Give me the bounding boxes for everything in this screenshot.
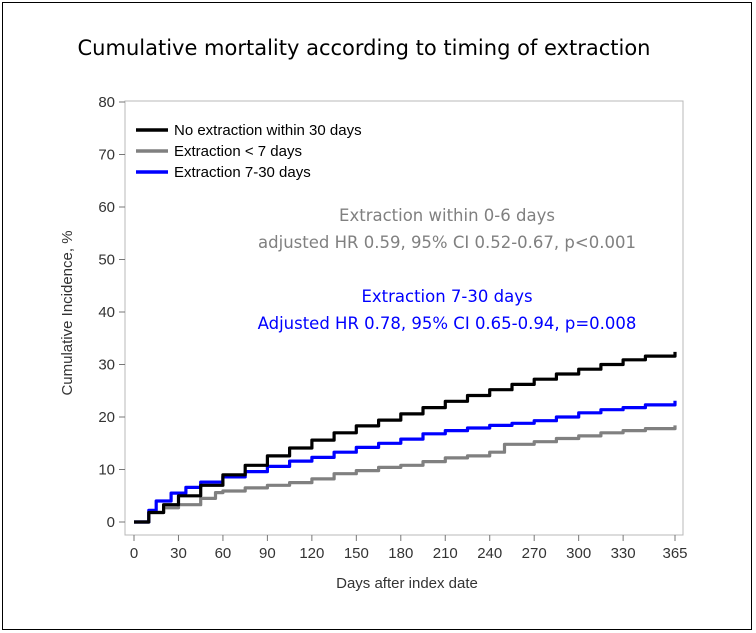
x-tick-label: 30 [170,545,187,562]
series-layer [134,351,677,524]
series-line-1 [134,425,677,524]
x-tick-label: 210 [433,545,458,562]
x-tick-label: 0 [130,545,138,562]
y-tick-label: 20 [98,409,115,426]
x-axis: 0 30 60 90 120 150 180 210 240 270 300 330 365 [130,535,688,562]
x-tick-label: 270 [522,545,547,562]
y-tick-label: 0 [107,514,115,531]
series-line-0 [134,351,677,524]
legend-label: Extraction < 7 days [174,143,302,160]
legend: No extraction within 30 days Extraction <… [136,122,362,181]
legend-label: No extraction within 30 days [174,122,362,139]
y-tick-label: 40 [98,304,115,321]
y-tick-label: 50 [98,252,115,269]
y-tick-label: 80 [98,94,115,111]
x-tick-label: 180 [388,545,413,562]
annotation-line: Adjusted HR 0.78, 95% CI 0.65-0.94, p=0.… [258,314,637,333]
x-tick-label: 365 [662,545,687,562]
x-axis-title: Days after index date [336,575,478,592]
chart-title: Cumulative mortality according to timing… [77,36,651,60]
plot-area [124,100,684,536]
x-tick-label: 240 [477,545,502,562]
x-tick-label: 300 [566,545,591,562]
annotation-line: Extraction 7-30 days [361,287,532,306]
series-line-2 [134,400,677,524]
annotation-line: adjusted HR 0.59, 95% CI 0.52-0.67, p<0.… [258,233,636,252]
y-tick-label: 70 [98,147,115,164]
y-tick-label: 10 [98,462,115,479]
x-tick-label: 150 [344,545,369,562]
annotations: Extraction within 0-6 days adjusted HR 0.… [258,206,637,333]
y-axis: 0 10 20 30 40 50 60 70 80 [98,94,125,531]
legend-label: Extraction 7-30 days [174,164,311,181]
x-tick-label: 120 [299,545,324,562]
annotation-line: Extraction within 0-6 days [339,206,555,225]
x-tick-label: 330 [611,545,636,562]
x-tick-label: 60 [215,545,232,562]
y-axis-title: Cumulative Incidence, % [59,230,76,395]
y-tick-label: 30 [98,357,115,374]
x-tick-label: 90 [259,545,276,562]
y-tick-label: 60 [98,199,115,216]
